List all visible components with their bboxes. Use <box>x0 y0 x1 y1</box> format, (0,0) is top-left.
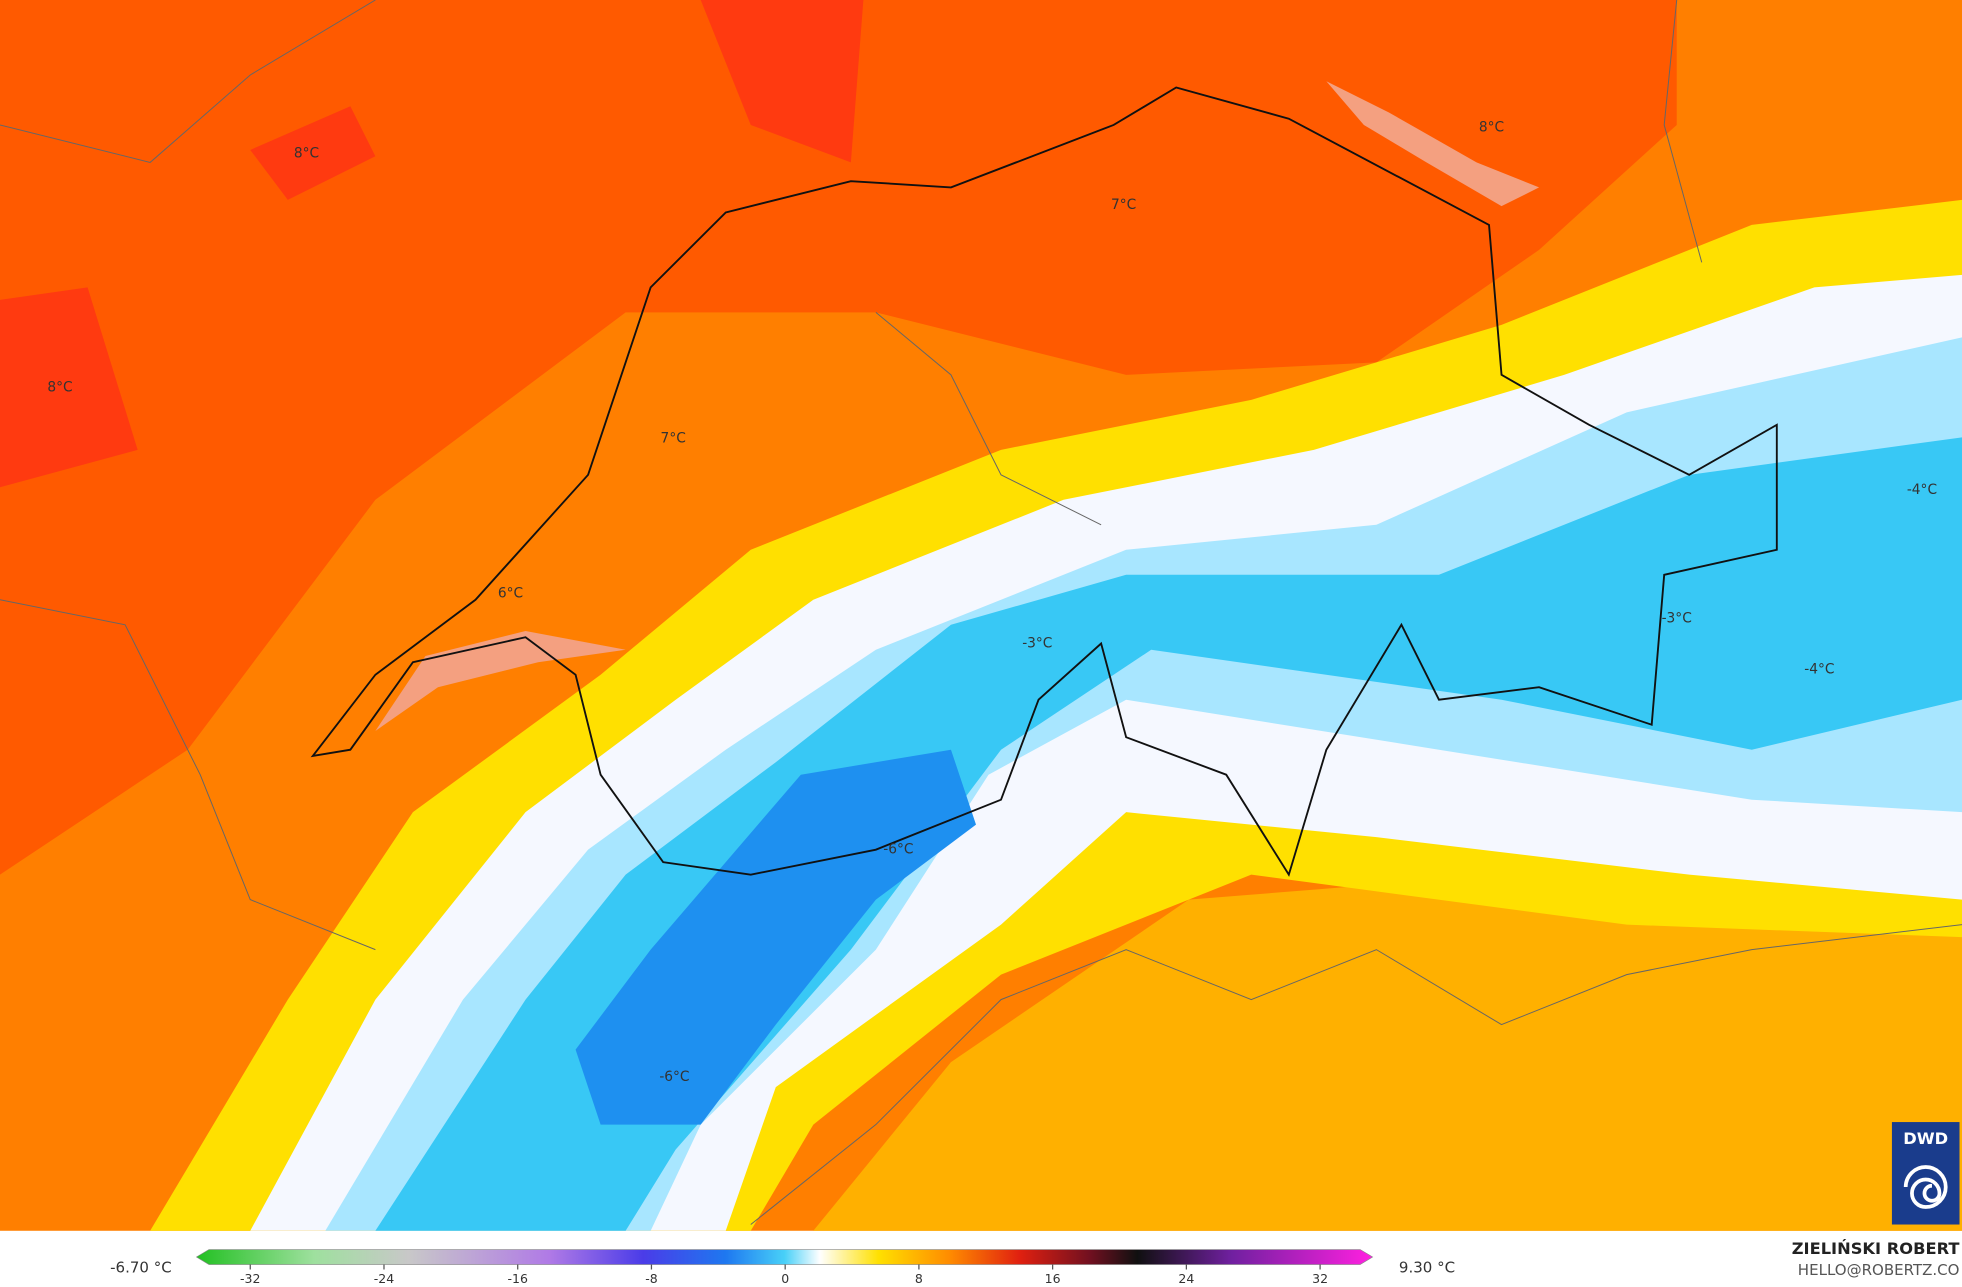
border <box>0 0 1962 1225</box>
temperature-label: 8°C <box>1479 119 1504 135</box>
temperature-label: -4°C <box>1804 662 1834 678</box>
colorbar-tick-label: -16 <box>507 1271 527 1286</box>
temperature-label: -3°C <box>1022 636 1052 652</box>
field <box>700 0 864 163</box>
border <box>310 86 1778 877</box>
field <box>0 287 138 488</box>
temperature-label: 7°C <box>661 431 686 447</box>
temperature-label: 8°C <box>47 379 72 395</box>
field <box>575 749 976 1125</box>
temperature-label: -4°C <box>1907 482 1937 498</box>
colorbar-tick-label: -32 <box>240 1271 260 1286</box>
colorbar-tick-label: 0 <box>781 1271 789 1286</box>
colorbar-tick-label: 24 <box>1178 1271 1194 1286</box>
field <box>375 437 1962 1231</box>
colorbar-ticks: -32 -24 -16 -8 0 8 16 24 32 <box>240 1264 1328 1286</box>
max-label: 9.30 °C <box>1399 1259 1455 1277</box>
colorbar <box>195 1249 1374 1265</box>
colorbar-tick-label: -24 <box>374 1271 394 1286</box>
colorbar-tick-label: 16 <box>1045 1271 1061 1286</box>
logo-swirl <box>1903 1165 1948 1209</box>
map <box>0 0 1962 1231</box>
credit-author: ZIELIŃSKI ROBERT <box>1792 1239 1960 1258</box>
field <box>813 874 1962 1231</box>
colorbar-tick-label: 8 <box>915 1271 923 1286</box>
field <box>250 106 376 200</box>
temperature-label: 7°C <box>1111 197 1136 213</box>
temperature-label: -6°C <box>659 1069 689 1085</box>
credit-contact: HELLO@ROBERTZ.CO <box>1798 1261 1960 1279</box>
colorbar-tick-label: -8 <box>645 1271 658 1286</box>
legend-bar: -6.70 °C 9.30 °C -32 -24 -16 -8 0 8 16 24 32 <box>110 1249 1455 1286</box>
field <box>0 0 1677 875</box>
logo-text: DWD <box>1903 1129 1948 1148</box>
temperature-label: -3°C <box>1662 611 1692 627</box>
map-labels: 8°C 8°C 8°C 7°C 7°C 6°C -3°C -3°C -4°C -4°C -6°C -6… <box>47 119 1937 1085</box>
colorbar-tick-label: 32 <box>1312 1271 1328 1286</box>
min-label: -6.70 °C <box>110 1259 172 1277</box>
lake <box>1326 81 1540 207</box>
temperature-label: 8°C <box>294 146 319 162</box>
temperature-label: -6°C <box>883 842 913 858</box>
logo: DWD <box>1891 1122 1960 1225</box>
temperature-label: 6°C <box>498 586 523 602</box>
